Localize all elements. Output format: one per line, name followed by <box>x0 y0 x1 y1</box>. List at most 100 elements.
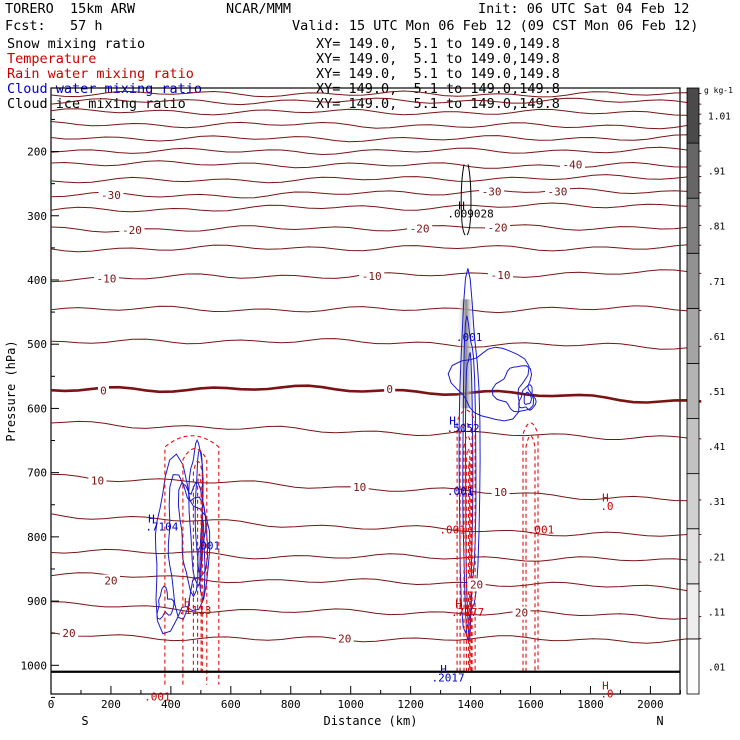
x-tick-label-7: 1400 <box>457 698 484 711</box>
annotation-8: H <box>455 598 462 611</box>
isotherm-label-14: 10 <box>494 486 507 499</box>
colorbar-label-7: .71 <box>708 277 725 288</box>
isotherms <box>50 90 702 644</box>
cloud-north-anvil <box>447 346 530 422</box>
annotation-0: H <box>458 199 465 212</box>
annotation-16: H <box>148 513 155 526</box>
isotherm-7 <box>50 174 702 184</box>
legend-xy-0: XY= 149.0, 5.1 to 149.0,149.8 <box>316 36 560 52</box>
isotherm-label-bg-8 <box>359 270 385 284</box>
colorbar-box-1 <box>686 583 700 640</box>
cloud-south-3 <box>177 482 207 598</box>
isotherm-label-bg-18 <box>335 632 354 646</box>
isotherm-label-bg-1 <box>98 189 124 203</box>
isotherm-label-9: -10 <box>491 269 511 282</box>
isotherm-20 <box>50 572 702 592</box>
south-label: S <box>81 714 88 728</box>
isotherm-label-bg-17 <box>59 627 78 641</box>
rain-south-3 <box>192 460 203 672</box>
isotherm-label-bg-15 <box>467 578 486 592</box>
annotation-5: .001 <box>447 485 474 498</box>
annotation-11: .0 <box>600 500 613 513</box>
annotation-9: .7177 <box>451 606 484 619</box>
colorbar-box-9 <box>686 142 700 199</box>
cloud-north-tower <box>458 268 481 635</box>
rain-contours <box>164 409 539 685</box>
ice-contour-left <box>460 164 466 236</box>
x-tick-label-3: 600 <box>221 698 241 711</box>
isotherm-label-bg-9 <box>488 268 514 282</box>
ice-contours <box>460 164 472 236</box>
x-tick-label-2: 400 <box>161 698 181 711</box>
legend-field-1: Temperature <box>7 51 97 67</box>
colorbar-box-3 <box>686 473 700 530</box>
isotherm-label-18: 20 <box>338 632 351 645</box>
isotherm-3 <box>50 121 702 130</box>
isotherm-label-bg-0 <box>559 158 585 172</box>
isotherm-9 <box>50 202 702 213</box>
colorbar: .01 .11 .21 .31 .41 .51 .61 .71 .81 .91 1.01 g kg-1 <box>686 86 733 695</box>
x-tick-label-5: 1000 <box>337 698 364 711</box>
colorbar-label-4: .41 <box>708 442 725 453</box>
legend-field-0: Snow mixing ratio <box>7 36 146 52</box>
legend-field-4: Cloud ice mixing ratio <box>7 96 186 112</box>
isotherm-label-bg-6 <box>485 221 511 235</box>
rain-north-outer <box>456 409 476 672</box>
isotherm-label-19: 20 <box>515 607 528 620</box>
annotation-20: .1113 <box>178 604 211 617</box>
axes: 0 200 400 600 800 1000 1200 1400 1600 1800 2000200… <box>4 118 681 728</box>
isotherm-label-bg-14 <box>491 485 510 499</box>
isotherm-4 <box>50 134 702 143</box>
isotherm-label-0: -40 <box>563 158 583 171</box>
colorbar-label-1: .11 <box>708 607 725 618</box>
isotherm-6 <box>50 160 702 169</box>
x-tick-label-0: 0 <box>48 698 55 711</box>
ice-core-shading <box>457 299 476 409</box>
colorbar-box-7 <box>686 252 700 309</box>
colorbar-label-5: .51 <box>708 387 725 398</box>
org-label: NCAR/MMM <box>226 1 292 17</box>
x-tick-label-6: 1200 <box>397 698 424 711</box>
y-tick-label-8: 1000 <box>21 659 48 672</box>
annotation-3: H <box>449 414 456 427</box>
annotation-4: .5052 <box>447 422 480 435</box>
cloud-south-6 <box>199 519 206 601</box>
rain-south-2 <box>182 448 208 685</box>
colorbar-box-10 <box>686 87 700 144</box>
isotherm-label-bg-19 <box>512 606 531 620</box>
colorbar-box-2 <box>686 528 700 585</box>
isotherm-label-bg-16 <box>101 574 120 588</box>
colorbar-label-6: .61 <box>708 332 725 343</box>
annotation-19: H <box>184 596 191 609</box>
isotherm-label-4: -20 <box>122 224 142 237</box>
isotherm-label-5: -20 <box>410 223 430 236</box>
isotherm-label-bg-3 <box>544 185 570 199</box>
x-tick-label-8: 1600 <box>517 698 544 711</box>
isotherm-label-bg-11 <box>384 383 396 397</box>
cloud-water-contours <box>154 268 537 642</box>
rain-north-3 <box>463 435 472 672</box>
rain-far-north-2 <box>525 435 536 672</box>
isotherm-label-3: -30 <box>548 185 568 198</box>
annotation-13: .0 <box>600 687 613 700</box>
legend-xy-3: XY= 149.0, 5.1 to 149.0,149.8 <box>316 81 560 97</box>
colorbar-label-10: 1.01 <box>708 112 731 123</box>
rain-far-north-outer <box>522 422 539 672</box>
x-tick-label-9: 1800 <box>577 698 604 711</box>
colorbar-units: g kg-1 <box>704 86 733 95</box>
colorbar-label-9: .91 <box>708 167 725 178</box>
isotherm-label-17: 20 <box>62 627 75 640</box>
isotherm-label-16: 20 <box>104 575 117 588</box>
annotation-7: .001 <box>528 524 555 537</box>
rain-north-5 <box>467 460 471 672</box>
isotherm-label-bg-5 <box>407 222 433 236</box>
isotherm-label-12: 10 <box>91 474 104 487</box>
isotherm-label-bg-4 <box>119 223 145 237</box>
colorbar-box-4 <box>686 418 700 475</box>
isotherm-22 <box>50 632 702 644</box>
north-label: N <box>656 714 663 728</box>
isotherm-label-bg-7 <box>93 272 119 286</box>
valid-time: Valid: 15 UTC Mon 06 Feb 12 (09 CST Mon … <box>292 18 699 34</box>
isotherm-label-bg-13 <box>350 480 369 494</box>
isotherm-label-2: -30 <box>482 185 502 198</box>
